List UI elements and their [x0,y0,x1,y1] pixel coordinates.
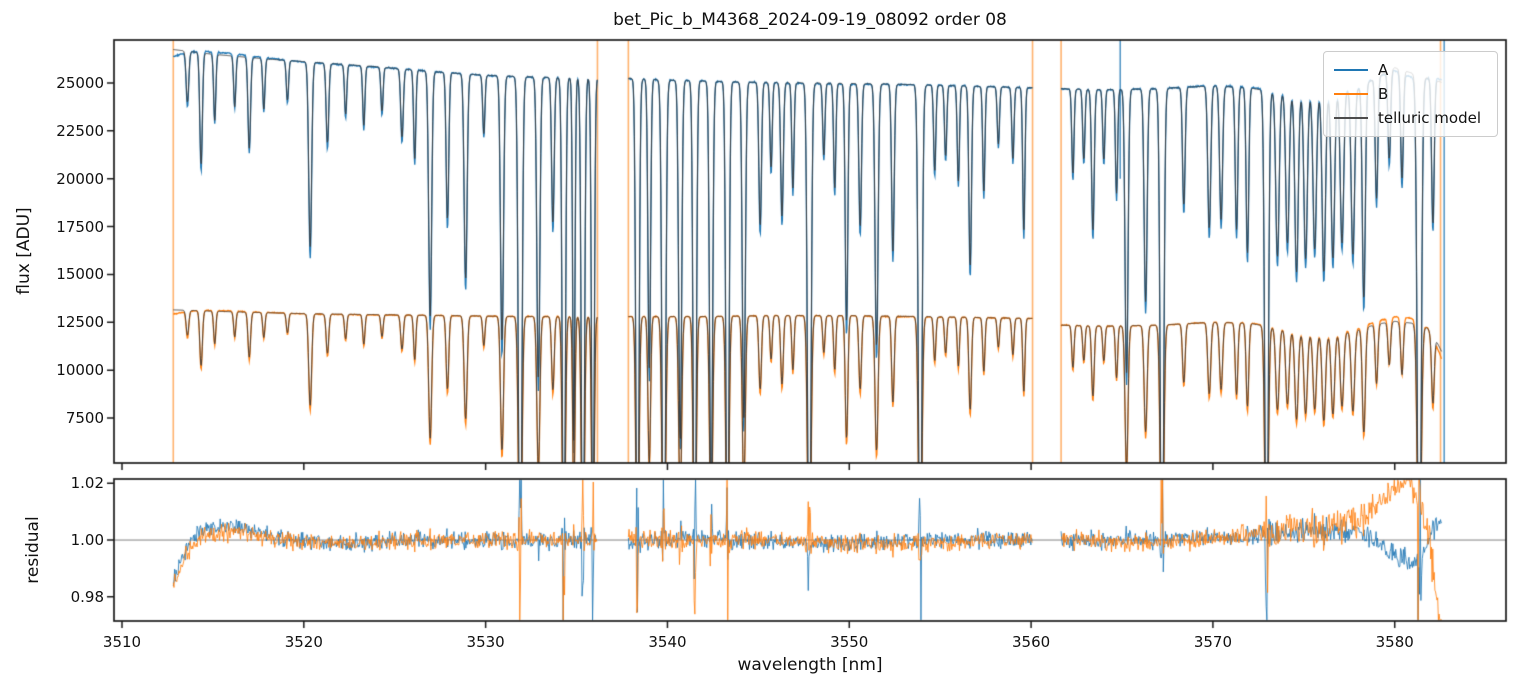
flux-tick-label: 17500 [56,217,104,236]
legend-entry-B: B [1334,83,1487,105]
legend-box: A B telluric model [1323,51,1498,137]
x-tick-label: 3570 [1193,633,1232,651]
legend-line-telluric-icon [1334,117,1368,119]
legend-label-B: B [1378,85,1389,103]
x-tick-label: 3540 [648,633,687,651]
figure-title: bet_Pic_b_M4368_2024-09-19_08092 order 0… [613,10,1007,30]
legend-entry-telluric-model: telluric model [1334,107,1487,129]
x-tick-label: 3580 [1375,633,1414,651]
legend-line-B-icon [1334,93,1368,95]
x-tick-label: 3550 [830,633,869,651]
x-axis-label: wavelength [nm] [737,655,883,675]
x-tick-label: 3510 [102,633,142,651]
legend-label-telluric: telluric model [1378,109,1482,127]
flux-tick-label: 10000 [56,361,104,380]
flux-tick-label: 15000 [56,265,104,284]
legend-label-A: A [1378,61,1389,79]
x-tick-label: 3520 [284,633,323,651]
legend-line-A-icon [1334,69,1368,71]
flux-tick-label: 22500 [56,121,104,140]
flux-tick-label: 7500 [65,409,104,427]
residual-axis-label: residual [23,516,43,584]
residual-tick-label: 0.98 [70,587,104,606]
x-tick-label: 3530 [466,633,505,651]
flux-axis-label: flux [ADU] [14,207,34,295]
flux-tick-label: 12500 [56,313,104,332]
residual-tick-label: 1.02 [70,474,104,493]
flux-tick-label: 20000 [56,169,104,188]
flux-tick-label: 25000 [56,73,104,92]
residual-tick-label: 1.00 [70,531,104,550]
legend-entry-A: A [1334,59,1487,81]
x-tick-label: 3560 [1011,633,1051,651]
